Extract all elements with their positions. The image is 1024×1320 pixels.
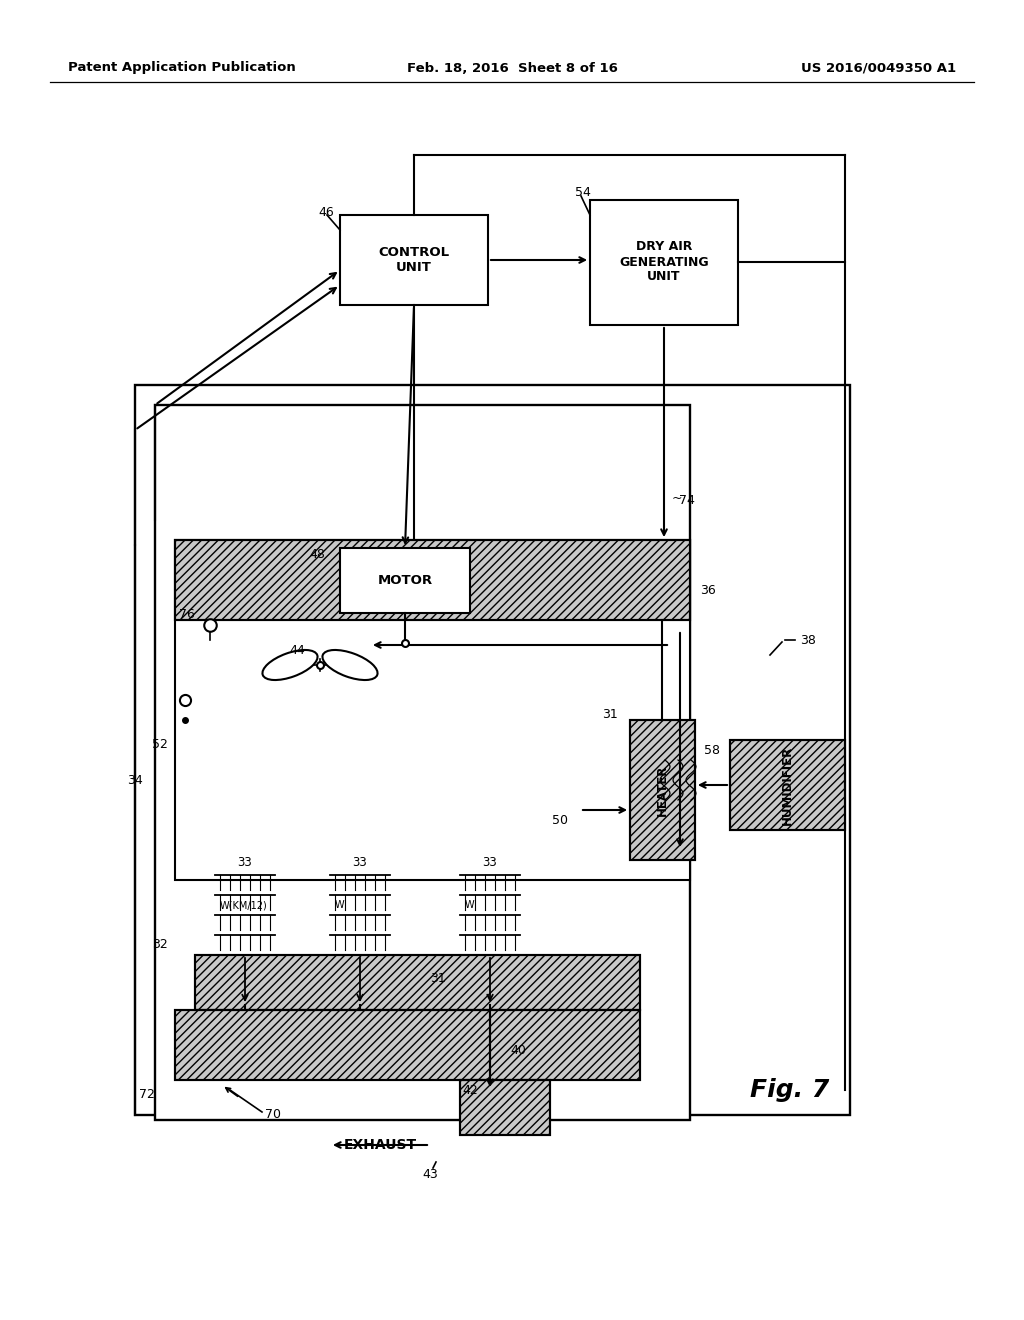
Bar [730,741,845,830]
Bar [590,201,738,325]
Bar [135,385,850,1115]
Text: 58: 58 [705,743,720,756]
Text: 44: 44 [289,644,305,656]
Text: 33: 33 [352,855,368,869]
Text: 76: 76 [179,609,195,622]
Bar [175,540,690,620]
Text: Patent Application Publication: Patent Application Publication [68,62,296,74]
Text: 40: 40 [510,1044,526,1056]
Text: 74: 74 [679,494,695,507]
Text: 48: 48 [309,549,325,561]
Text: US 2016/0049350 A1: US 2016/0049350 A1 [801,62,956,74]
Text: HEATER: HEATER [655,764,669,816]
Text: 33: 33 [238,855,252,869]
Text: 31: 31 [602,709,618,722]
Text: HUMIDIFIER: HUMIDIFIER [780,746,794,825]
Text: Feb. 18, 2016  Sheet 8 of 16: Feb. 18, 2016 Sheet 8 of 16 [407,62,617,74]
Bar [175,1010,640,1080]
Text: MOTOR: MOTOR [378,573,432,586]
Text: CONTROL
UNIT: CONTROL UNIT [379,246,450,275]
Text: 32: 32 [153,939,168,952]
Bar [340,548,470,612]
Text: 43: 43 [422,1168,438,1181]
Text: W: W [465,900,475,909]
Text: EXHAUST: EXHAUST [343,1138,417,1152]
Bar [340,215,488,305]
Bar [630,719,695,861]
Text: 36: 36 [700,583,716,597]
Bar [195,954,640,1010]
Bar [175,1010,640,1080]
Text: ~: ~ [672,491,683,504]
Bar [630,719,695,861]
Text: 38: 38 [800,634,816,647]
Text: 46: 46 [318,206,334,219]
Text: 31: 31 [430,972,445,985]
Bar [730,741,845,830]
Text: 72: 72 [139,1089,155,1101]
Text: W: W [335,900,345,909]
Text: 54: 54 [575,186,591,199]
Text: 52: 52 [153,738,168,751]
Bar [460,1080,550,1135]
Text: DRY AIR
GENERATING
UNIT: DRY AIR GENERATING UNIT [620,240,709,284]
Ellipse shape [262,649,317,680]
Bar [175,540,690,880]
Text: 50: 50 [552,813,568,826]
Bar [175,540,690,620]
Text: 33: 33 [482,855,498,869]
Text: 42: 42 [462,1084,478,1097]
Text: Fig. 7: Fig. 7 [751,1078,829,1102]
Bar [195,954,640,1010]
Ellipse shape [323,649,378,680]
Text: W(KM/12): W(KM/12) [220,900,267,909]
Text: 34: 34 [127,774,143,787]
Bar [155,405,690,1119]
Bar [460,1080,550,1135]
Text: 70: 70 [265,1109,281,1122]
